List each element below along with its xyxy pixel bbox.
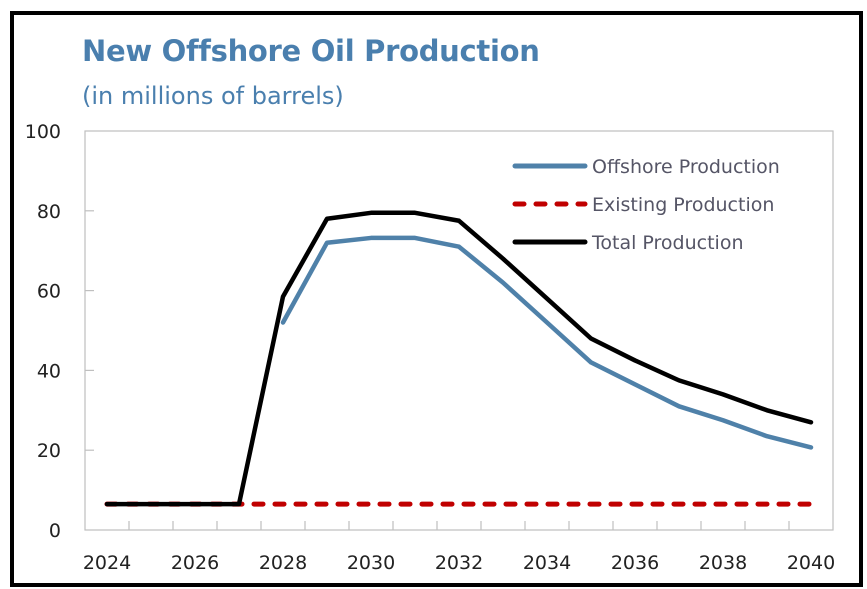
chart-subtitle: (in millions of barrels) (82, 82, 344, 110)
x-tick-label: 2032 (435, 552, 483, 574)
x-tick-label: 2024 (83, 552, 131, 574)
y-tick-label: 100 (25, 121, 61, 143)
x-tick-label: 2030 (347, 552, 395, 574)
y-tick-label: 60 (37, 281, 61, 303)
chart-title: New Offshore Oil Production (82, 34, 540, 68)
x-tick-label: 2038 (699, 552, 747, 574)
x-tick-label: 2034 (523, 552, 571, 574)
x-tick-label: 2036 (611, 552, 659, 574)
x-tick-label: 2028 (259, 552, 307, 574)
x-tick-label: 2026 (171, 552, 219, 574)
y-tick-label: 20 (37, 440, 61, 462)
chart-frame (10, 11, 863, 587)
series-layer (104, 210, 814, 507)
y-tick-label: 40 (37, 360, 61, 382)
legend-label-offshore-production: Offshore Production (592, 156, 780, 178)
x-tick-label: 2040 (787, 552, 835, 574)
legend: Offshore Production Existing Production To… (512, 156, 780, 254)
y-tick-label: 0 (49, 520, 61, 542)
legend-label-total-production: Total Production (591, 232, 744, 254)
plot-area-border (84, 130, 834, 531)
y-tick-label: 80 (37, 201, 61, 223)
series-line-total-production (104, 210, 814, 507)
legend-label-existing-production: Existing Production (592, 194, 774, 216)
series-line-offshore-production (280, 235, 814, 450)
